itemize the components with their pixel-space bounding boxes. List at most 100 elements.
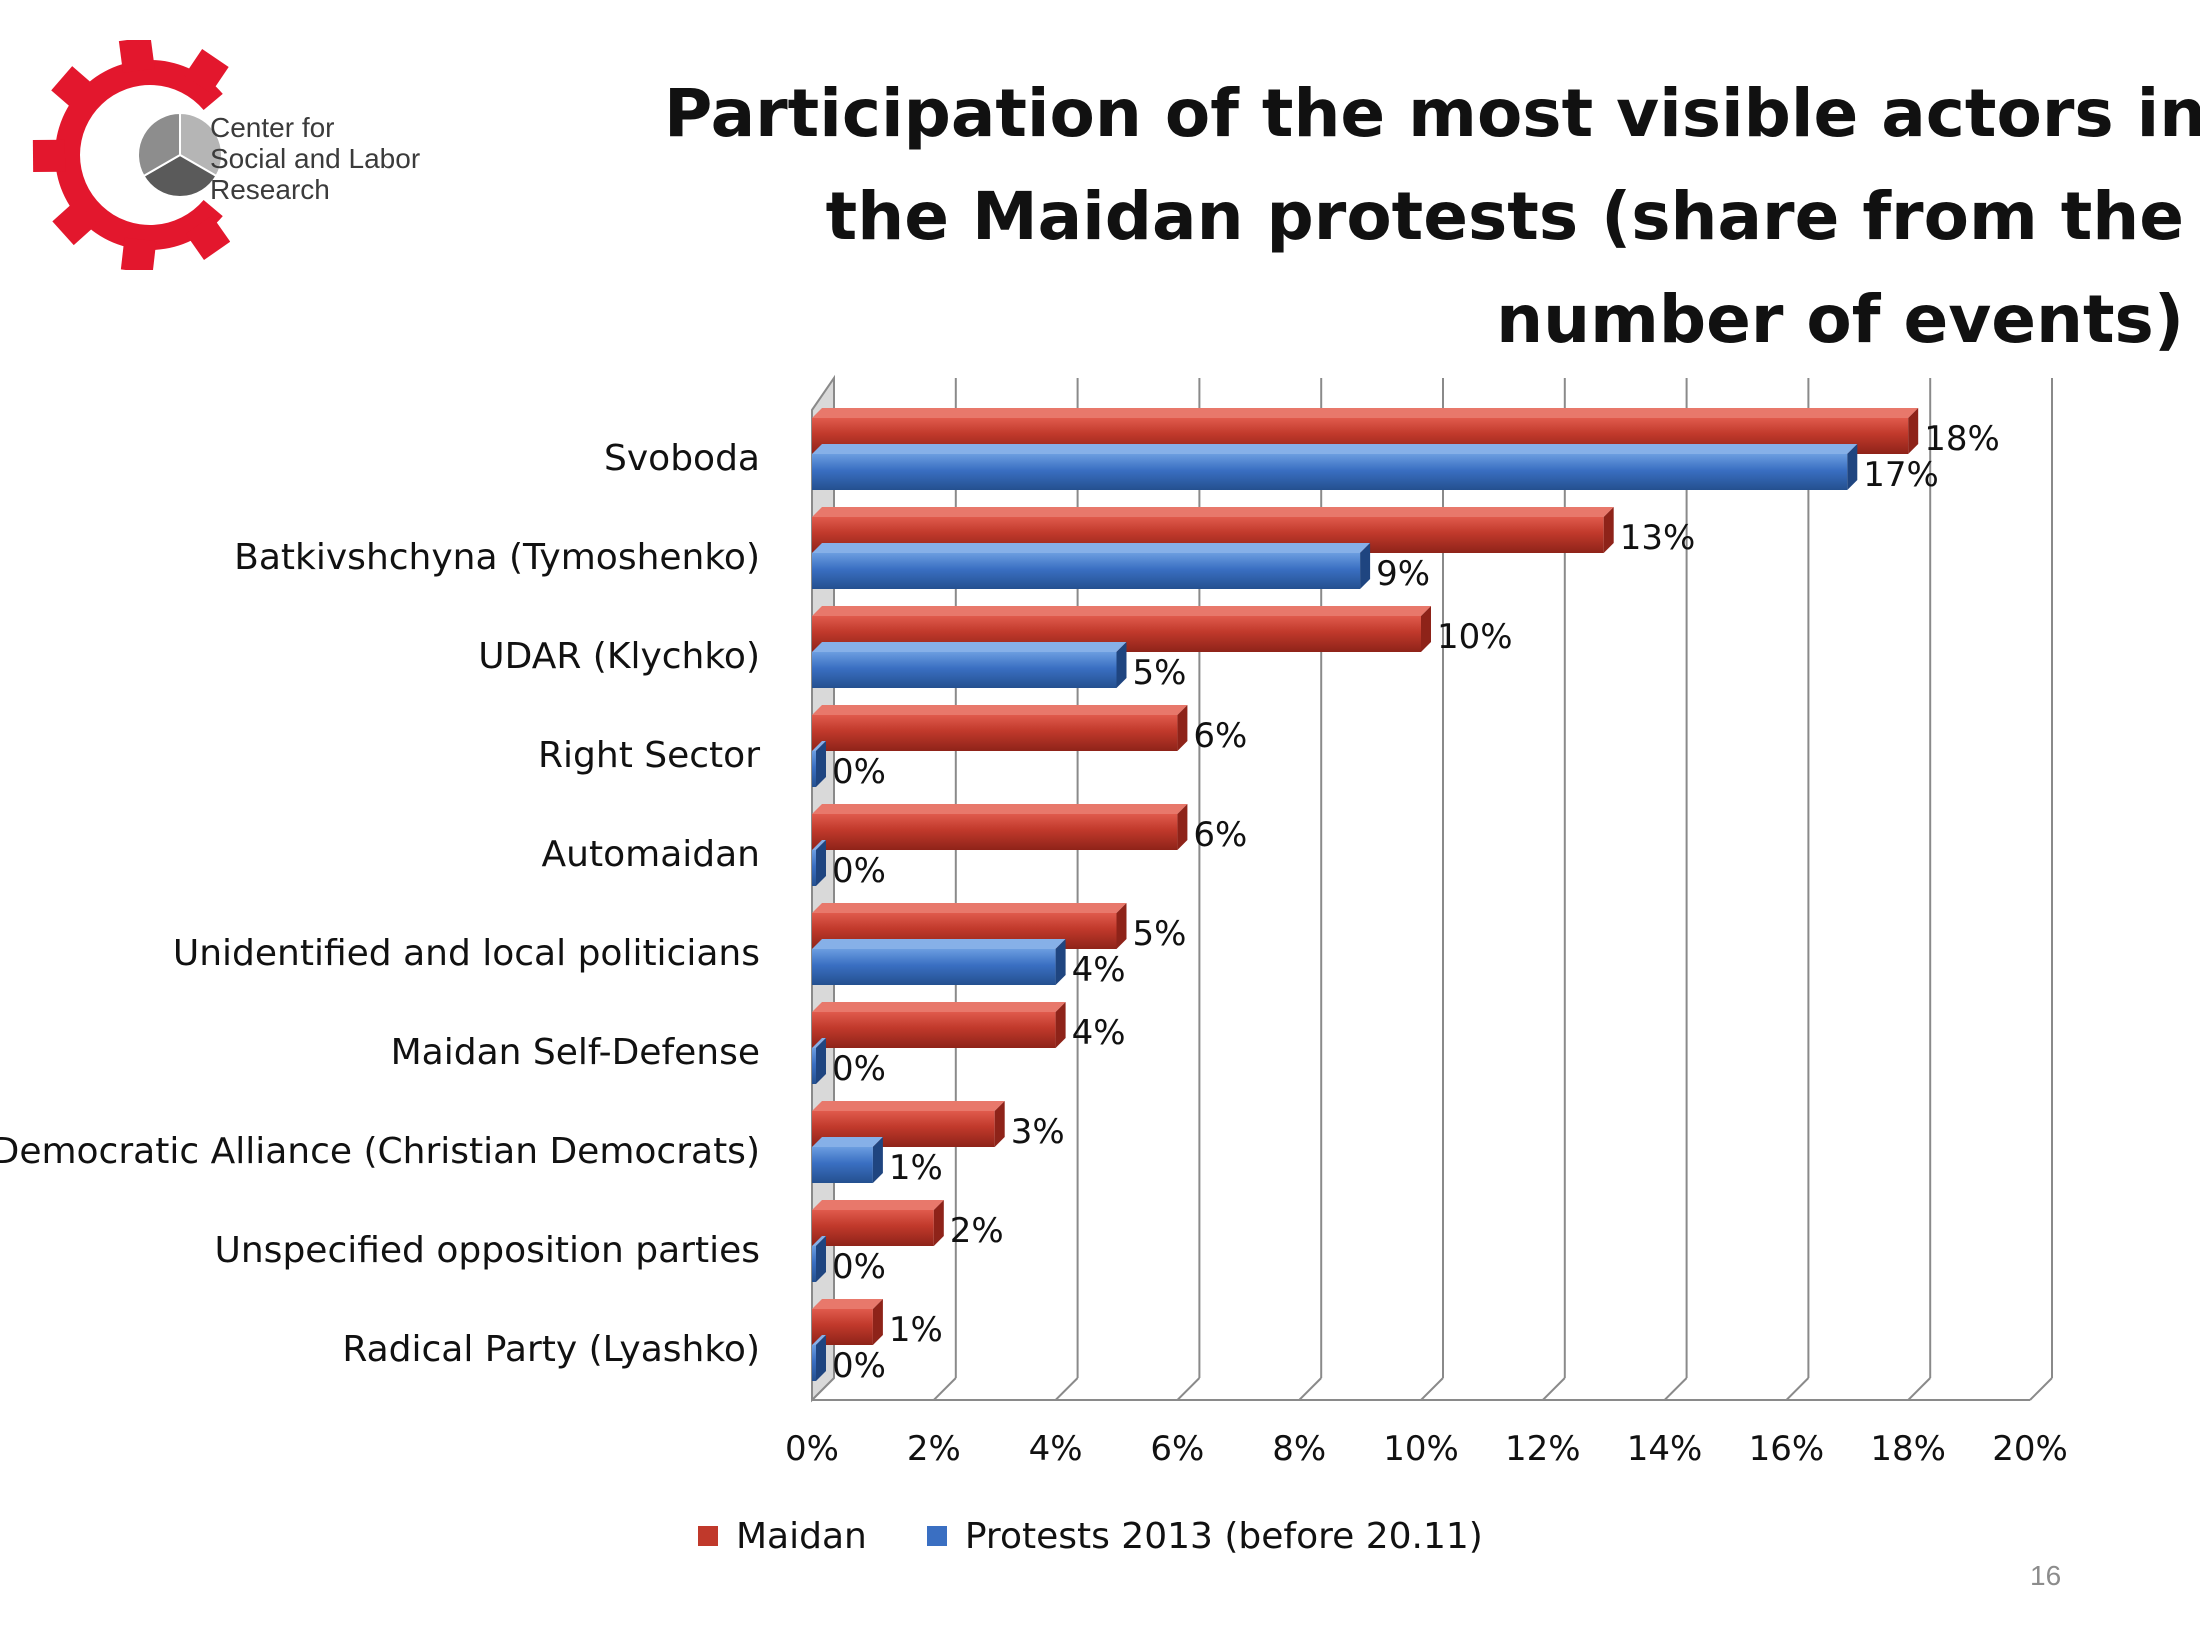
bar-top (812, 642, 1127, 652)
bar-side (1177, 804, 1188, 850)
bar-top (812, 705, 1188, 715)
bar-side (1847, 444, 1858, 490)
bar-maidan (812, 814, 1178, 850)
bar-top (812, 507, 1614, 517)
gridline-floor (1420, 1377, 1444, 1401)
bar-top (812, 1038, 826, 1048)
category-label: Right Sector (538, 735, 760, 776)
gear-tooth (32, 139, 66, 173)
legend-item-maidan: Maidan (698, 1516, 867, 1557)
logo-line: Center for (210, 112, 335, 143)
data-label: 1% (889, 1310, 943, 1350)
data-label: 9% (1376, 554, 1430, 594)
bar-top (812, 804, 1188, 814)
bar-side (933, 1200, 944, 1246)
gear-tooth (185, 215, 231, 261)
logo-pie-slice (142, 153, 218, 198)
x-tick-label: 4% (1029, 1429, 1083, 1469)
bar-side (1116, 903, 1127, 949)
data-label: 4% (1072, 1013, 1126, 1053)
gear-tooth (51, 66, 97, 112)
gear-tooth (184, 49, 229, 94)
chart-title-line: the Maidan protests (share from the (825, 178, 2184, 255)
bar-top (812, 939, 1066, 949)
data-label: 13% (1620, 518, 1696, 558)
data-label: 3% (1011, 1112, 1065, 1152)
bar-protests-2013 (812, 652, 1117, 688)
gridline-floor (1054, 1377, 1079, 1401)
category-label: Unidentified and local politicians (173, 933, 760, 974)
bar-maidan (812, 1012, 1056, 1048)
gear-tooth (120, 237, 157, 274)
legend-swatch (698, 1526, 718, 1546)
logo-line: Research (210, 174, 330, 205)
x-tick-label: 20% (1992, 1429, 2068, 1469)
gridline-floor (1785, 1377, 1810, 1401)
legend-item-protests-2013: Protests 2013 (before 20.11) (926, 1515, 1483, 1557)
legend: Maidan Protests 2013 (before 20.11) (698, 1512, 1543, 1560)
data-label: 6% (1193, 716, 1247, 756)
bar-protests-2013 (812, 949, 1056, 985)
x-tick-label: 0% (785, 1429, 839, 1469)
bar-side (1177, 705, 1188, 751)
bar-protests-2013 (812, 1246, 816, 1282)
bar-top (812, 1299, 883, 1309)
bar-top (812, 543, 1371, 553)
chart-title: Participation of the most visible actors… (664, 62, 2200, 371)
page-number: 16 (2030, 1560, 2062, 1591)
bar-side (872, 1137, 883, 1183)
gridline-floor (1176, 1377, 1201, 1401)
bar-protests-2013 (812, 1147, 873, 1183)
bar-top (812, 1002, 1066, 1012)
gear-tooth (52, 199, 98, 246)
logo: Center for Social and Labor Research (30, 36, 450, 274)
bar-side (872, 1299, 883, 1345)
bar-side (1360, 543, 1371, 589)
bar-protests-2013 (812, 1345, 816, 1381)
legend-label: Protests 2013 (before 20.11) (964, 1515, 1483, 1557)
data-label: 0% (832, 1247, 886, 1287)
data-label: 5% (1133, 914, 1187, 954)
gear-ring (55, 60, 223, 251)
category-label: UDAR (Klychko) (478, 636, 760, 677)
data-label: 1% (889, 1148, 943, 1188)
bar-protests-2013 (812, 850, 816, 886)
bar-side (816, 1236, 826, 1282)
chart-title-line: number of events) (1496, 281, 2184, 358)
data-label: 5% (1133, 653, 1187, 693)
bar-side (816, 1038, 826, 1084)
category-label: Automaidan (542, 834, 760, 875)
gridline-floor (1298, 1377, 1322, 1401)
bar-side (1908, 408, 1919, 454)
logo-pie-slice (137, 111, 181, 178)
data-label: 0% (832, 851, 886, 891)
bar-protests-2013 (812, 454, 1848, 490)
category-label: Democratic Alliance (Christian Democrats… (0, 1131, 760, 1172)
bars (812, 408, 1919, 1381)
bar-side (994, 1101, 1005, 1147)
logo-text: Center for Social and Labor Research (210, 112, 420, 205)
bar-top (812, 1101, 1005, 1111)
gridline-floor (1907, 1377, 1931, 1401)
logo-line: Social and Labor (210, 143, 421, 174)
x-tick-label: 14% (1627, 1429, 1703, 1469)
labels: 0% 2% 4% 6% 8% 10% 12% 14% 16% 18% 20%Svoboda 18%17… (0, 419, 2068, 1469)
bar-top (812, 1200, 944, 1210)
data-label: 0% (832, 1346, 886, 1386)
legend-label: Maidan (736, 1515, 867, 1557)
bar-protests-2013 (812, 553, 1361, 589)
bar-top (812, 903, 1127, 913)
x-tick-label: 8% (1272, 1429, 1326, 1469)
gridline-floor (1542, 1377, 1566, 1401)
bar-side (1055, 939, 1066, 985)
bar-side (1421, 606, 1431, 652)
bar-side (816, 1335, 826, 1381)
category-label: Maidan Self-Defense (391, 1032, 760, 1073)
bar-side (1603, 507, 1614, 553)
category-label: Svoboda (604, 438, 760, 479)
bar-top (812, 606, 1431, 616)
gridline-floor (2029, 1377, 2053, 1401)
bar-side (1055, 1002, 1066, 1048)
bar-top (812, 1335, 826, 1345)
